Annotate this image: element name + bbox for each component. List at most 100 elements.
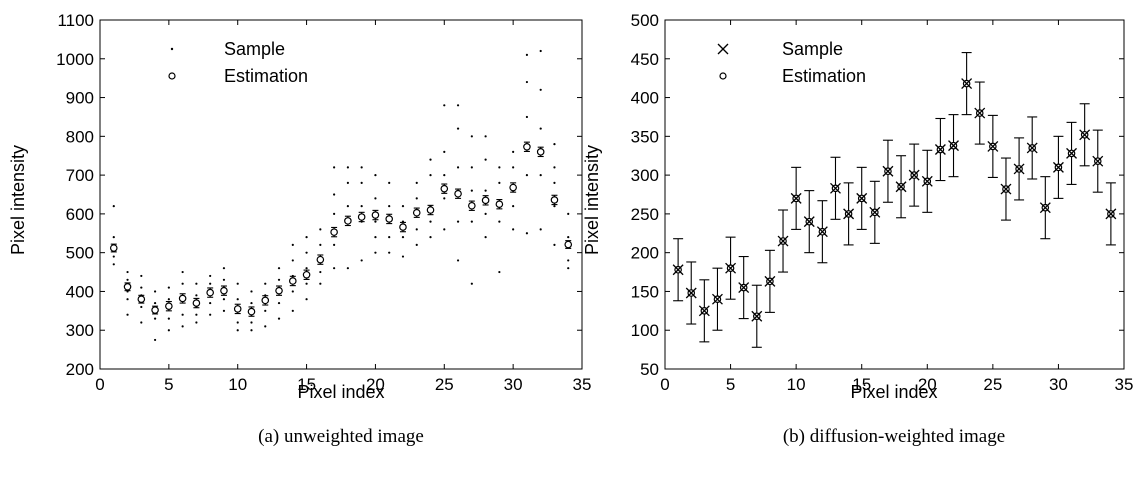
sample-point — [333, 212, 336, 215]
sample-point — [277, 267, 281, 270]
sample-point — [1092, 155, 1104, 167]
caption-unweighted: (a) unweighted image — [258, 426, 424, 447]
sample-point — [319, 243, 322, 247]
sample-point — [711, 293, 723, 305]
estimation-point — [564, 240, 573, 249]
y-tick-label: 500 — [66, 244, 94, 263]
estimation-point — [123, 282, 132, 291]
sample-point — [553, 181, 556, 184]
sample-point — [112, 205, 115, 208]
x-tick-label: 15 — [297, 375, 316, 394]
sample-point — [512, 205, 515, 208]
sample-point — [525, 53, 529, 57]
sample-point — [415, 243, 418, 247]
sample-point — [346, 267, 349, 270]
sample-point — [222, 278, 226, 281]
sample-point — [236, 282, 239, 285]
sample-point — [209, 274, 212, 278]
legend-unweighted: Sample Estimation — [168, 39, 308, 86]
sample-point — [167, 329, 170, 332]
y-tick-label: 450 — [631, 50, 659, 69]
sample-point — [672, 264, 684, 276]
sample-point — [484, 158, 487, 161]
x-tick-label: 15 — [852, 375, 871, 394]
sample-point — [181, 270, 184, 274]
sample-point — [512, 166, 515, 169]
sample-point — [921, 175, 933, 187]
sample-point — [222, 267, 226, 270]
sample-point — [1000, 183, 1012, 195]
x-tick-label: 25 — [435, 375, 454, 394]
estimation-point — [316, 255, 325, 264]
sample-point — [553, 243, 556, 247]
sample-point — [470, 166, 473, 169]
sample-point — [539, 127, 542, 130]
sample-point — [470, 135, 473, 138]
x-tick-label: 25 — [983, 375, 1002, 394]
x-tick-label: 10 — [228, 375, 247, 394]
sample-point — [777, 235, 789, 247]
sample-point — [209, 282, 212, 285]
y-tick-label: 100 — [631, 321, 659, 340]
sample-point — [698, 305, 710, 317]
sample-point — [484, 189, 487, 192]
sample-point — [415, 228, 418, 231]
sample-point — [374, 197, 377, 200]
legend-diffusion-weighted: Sample Estimation — [717, 39, 866, 86]
sample-point — [291, 243, 294, 247]
sample-point — [250, 290, 253, 293]
sample-point — [567, 212, 570, 215]
sample-point — [1052, 161, 1064, 173]
y-tick-label: 800 — [66, 127, 94, 146]
sample-point — [181, 325, 184, 328]
estimation-point — [247, 307, 256, 316]
y-tick-label: 700 — [66, 166, 94, 185]
sample-point — [764, 275, 776, 287]
sample-point — [401, 205, 405, 208]
sample-point — [291, 259, 294, 262]
sample-point — [470, 189, 473, 192]
sample-point — [126, 278, 129, 281]
sample-point — [140, 321, 143, 324]
sample-point — [333, 243, 336, 247]
sample-point — [567, 236, 570, 239]
sample-point — [456, 104, 460, 107]
y-tick-label: 200 — [631, 244, 659, 263]
estimation-point — [233, 305, 242, 313]
estimation-point — [109, 244, 118, 252]
sample-point — [525, 80, 529, 84]
y-tick-label: 1100 — [57, 11, 94, 30]
y-tick-label: 300 — [631, 166, 659, 185]
estimation-point — [261, 296, 270, 305]
estimation-point — [412, 208, 421, 217]
sample-point — [882, 165, 894, 177]
sample-point — [140, 274, 143, 278]
legend-marker-sample-dot — [170, 47, 174, 51]
sample-point — [484, 212, 487, 215]
sample-point — [305, 236, 308, 239]
sample-point — [429, 174, 432, 177]
y-tick-label: 900 — [66, 89, 94, 108]
y-tick-label: 200 — [66, 360, 94, 379]
sample-point — [1039, 202, 1051, 214]
sample-point — [803, 216, 815, 228]
sample-point — [685, 287, 697, 299]
x-tick-label: 20 — [918, 375, 937, 394]
sample-point — [319, 270, 322, 274]
sample-point — [305, 282, 308, 285]
caption-diffusion-weighted: (b) diffusion-weighted image — [783, 426, 1005, 447]
sample-point — [305, 251, 308, 254]
sample-point — [195, 321, 198, 324]
estimation-point — [151, 306, 159, 314]
plot-area-diffusion-weighted: 0 5 10 15 20 25 30 35 50 100 150 200 250 300 350 400 450… — [631, 11, 1134, 394]
sample-point — [374, 236, 377, 239]
sample-point — [498, 270, 501, 274]
sample-point — [153, 338, 157, 342]
estimation-point — [399, 223, 407, 231]
sample-point — [948, 140, 959, 152]
y-tick-label: 50 — [640, 360, 659, 379]
sample-point — [333, 193, 336, 196]
sample-point — [388, 236, 391, 239]
sample-point — [470, 282, 473, 285]
